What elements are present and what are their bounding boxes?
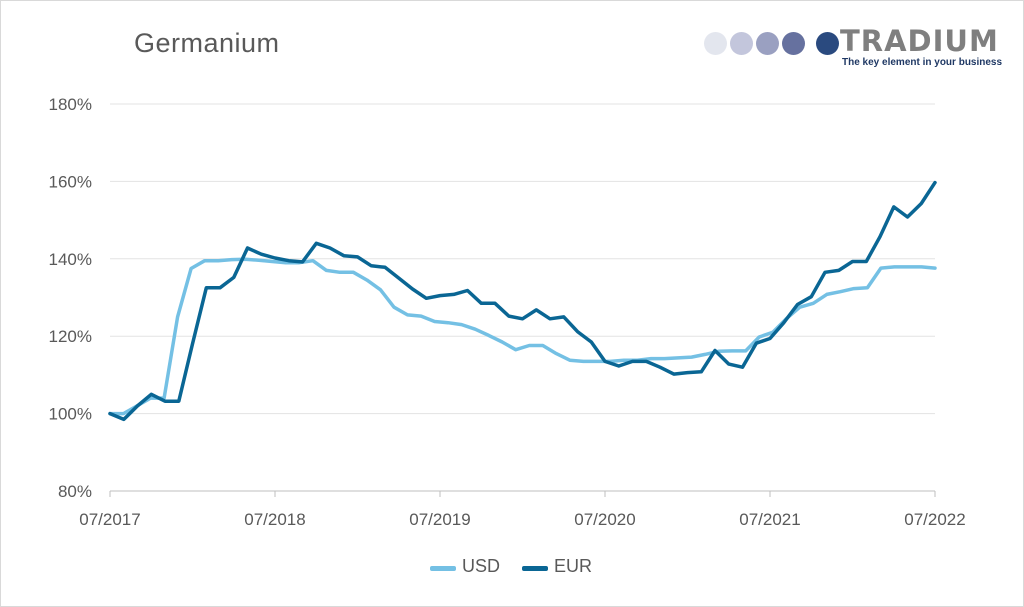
chart-title: Germanium [134, 28, 280, 58]
logo-dot-2 [730, 32, 753, 55]
y-tick-label: 120% [49, 327, 92, 346]
x-axis: 07/2017 07/2018 07/2019 07/2020 07/2021 07/20… [79, 490, 966, 529]
series-lines [108, 180, 937, 422]
x-tick-label: 07/2019 [409, 510, 470, 529]
legend-swatch-usd [430, 566, 456, 571]
legend-label-usd: USD [462, 556, 501, 576]
y-tick-label: 140% [49, 250, 92, 269]
y-tick-label: 80% [58, 482, 92, 501]
logo-dot-1 [704, 32, 727, 55]
x-tick-label: 07/2018 [244, 510, 305, 529]
logo-brand: TRADIUM [840, 24, 999, 58]
legend-swatch-eur [522, 566, 548, 571]
y-axis-ticks: 80% 100% 120% 140% 160% 180% [49, 95, 92, 501]
logo-tagline: The key element in your business [842, 57, 1003, 68]
series-line-eur [108, 180, 937, 422]
x-tick-label: 07/2017 [79, 510, 140, 529]
y-tick-label: 160% [49, 172, 92, 191]
x-tick-label: 07/2021 [739, 510, 800, 529]
legend-label-eur: EUR [554, 556, 593, 576]
y-tick-label: 100% [49, 405, 92, 424]
tradium-logo: TRADIUM The key element in your business [700, 24, 1003, 74]
logo-dot-3 [756, 32, 779, 55]
x-tick-label: 07/2020 [574, 510, 635, 529]
x-tick-label: 07/2022 [904, 510, 965, 529]
logo-dot-4 [782, 32, 805, 55]
logo-dot-5 [816, 32, 839, 55]
y-tick-label: 180% [49, 95, 92, 114]
series-line-usd [108, 257, 937, 416]
